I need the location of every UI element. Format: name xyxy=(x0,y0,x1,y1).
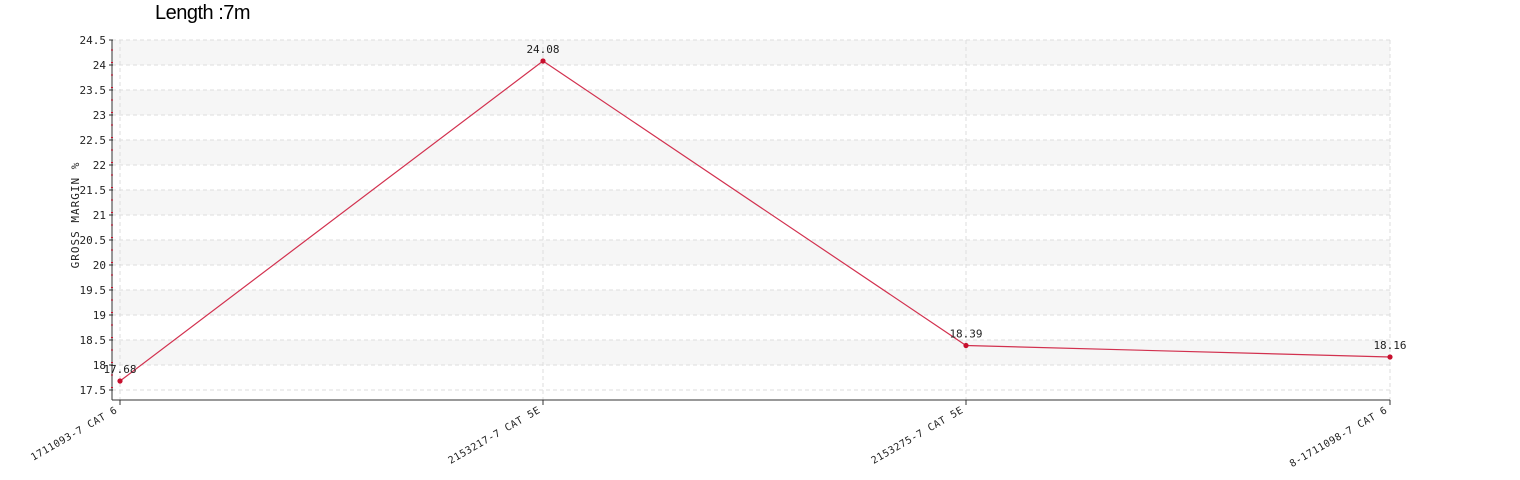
data-point xyxy=(963,342,969,349)
background-band xyxy=(112,140,1390,165)
data-point xyxy=(540,58,546,64)
data-labels: 17.68 24.08 18.39 18.16 xyxy=(103,43,1406,376)
y-tick-label: 22.5 xyxy=(80,134,107,147)
background-band xyxy=(112,40,1390,65)
y-tick-label: 21 xyxy=(93,209,106,222)
grid-lines xyxy=(112,39,1391,400)
y-tick-label: 17.5 xyxy=(80,384,107,397)
chart-title: Length :7m xyxy=(155,2,251,24)
background-band xyxy=(112,90,1390,115)
background-bands xyxy=(112,40,1390,365)
y-tick-label: 24.5 xyxy=(80,34,107,47)
y-axis-ticks: 17.5 18 18.5 19 19.5 20 20.5 21 21.5 22 22.5 23 23.5… xyxy=(80,34,113,397)
y-tick-label: 23.5 xyxy=(80,84,107,97)
y-tick-label: 18.5 xyxy=(80,334,107,347)
y-tick-label: 24 xyxy=(93,59,107,72)
x-tick-label: 1711093-7 CAT 6 xyxy=(29,405,119,463)
data-label: 18.16 xyxy=(1373,339,1406,352)
y-tick-label: 20 xyxy=(93,259,106,272)
background-band xyxy=(112,190,1390,215)
data-label: 24.08 xyxy=(526,43,559,56)
data-label: 17.68 xyxy=(103,363,136,376)
x-axis-ticks: 1711093-7 CAT 6 2153217-7 CAT 5E 2153275-7… xyxy=(29,400,1391,470)
data-points xyxy=(117,58,1393,384)
series-line-path xyxy=(119,60,1391,382)
x-tick-label: 2153217-7 CAT 5E xyxy=(447,405,543,467)
y-tick-label: 18 xyxy=(93,359,106,372)
background-band xyxy=(112,290,1390,315)
y-tick-label: 19 xyxy=(93,309,106,322)
background-band xyxy=(112,340,1390,365)
x-tick-label: 8-1711098-7 CAT 6 xyxy=(1288,405,1390,470)
data-point xyxy=(1387,354,1393,360)
y-tick-label: 22 xyxy=(93,159,106,172)
y-tick-label: 23 xyxy=(93,109,106,122)
y-tick-label: 20.5 xyxy=(80,234,107,247)
data-label: 18.39 xyxy=(949,328,982,341)
background-band xyxy=(112,240,1390,265)
y-tick-label: 19.5 xyxy=(80,284,107,297)
y-tick-label: 21.5 xyxy=(80,184,107,197)
series-line xyxy=(119,60,1391,382)
data-point xyxy=(117,378,123,384)
y-axis-label: GROSS MARGIN % xyxy=(69,162,82,269)
x-tick-label: 2153275-7 CAT 5E xyxy=(870,405,966,467)
